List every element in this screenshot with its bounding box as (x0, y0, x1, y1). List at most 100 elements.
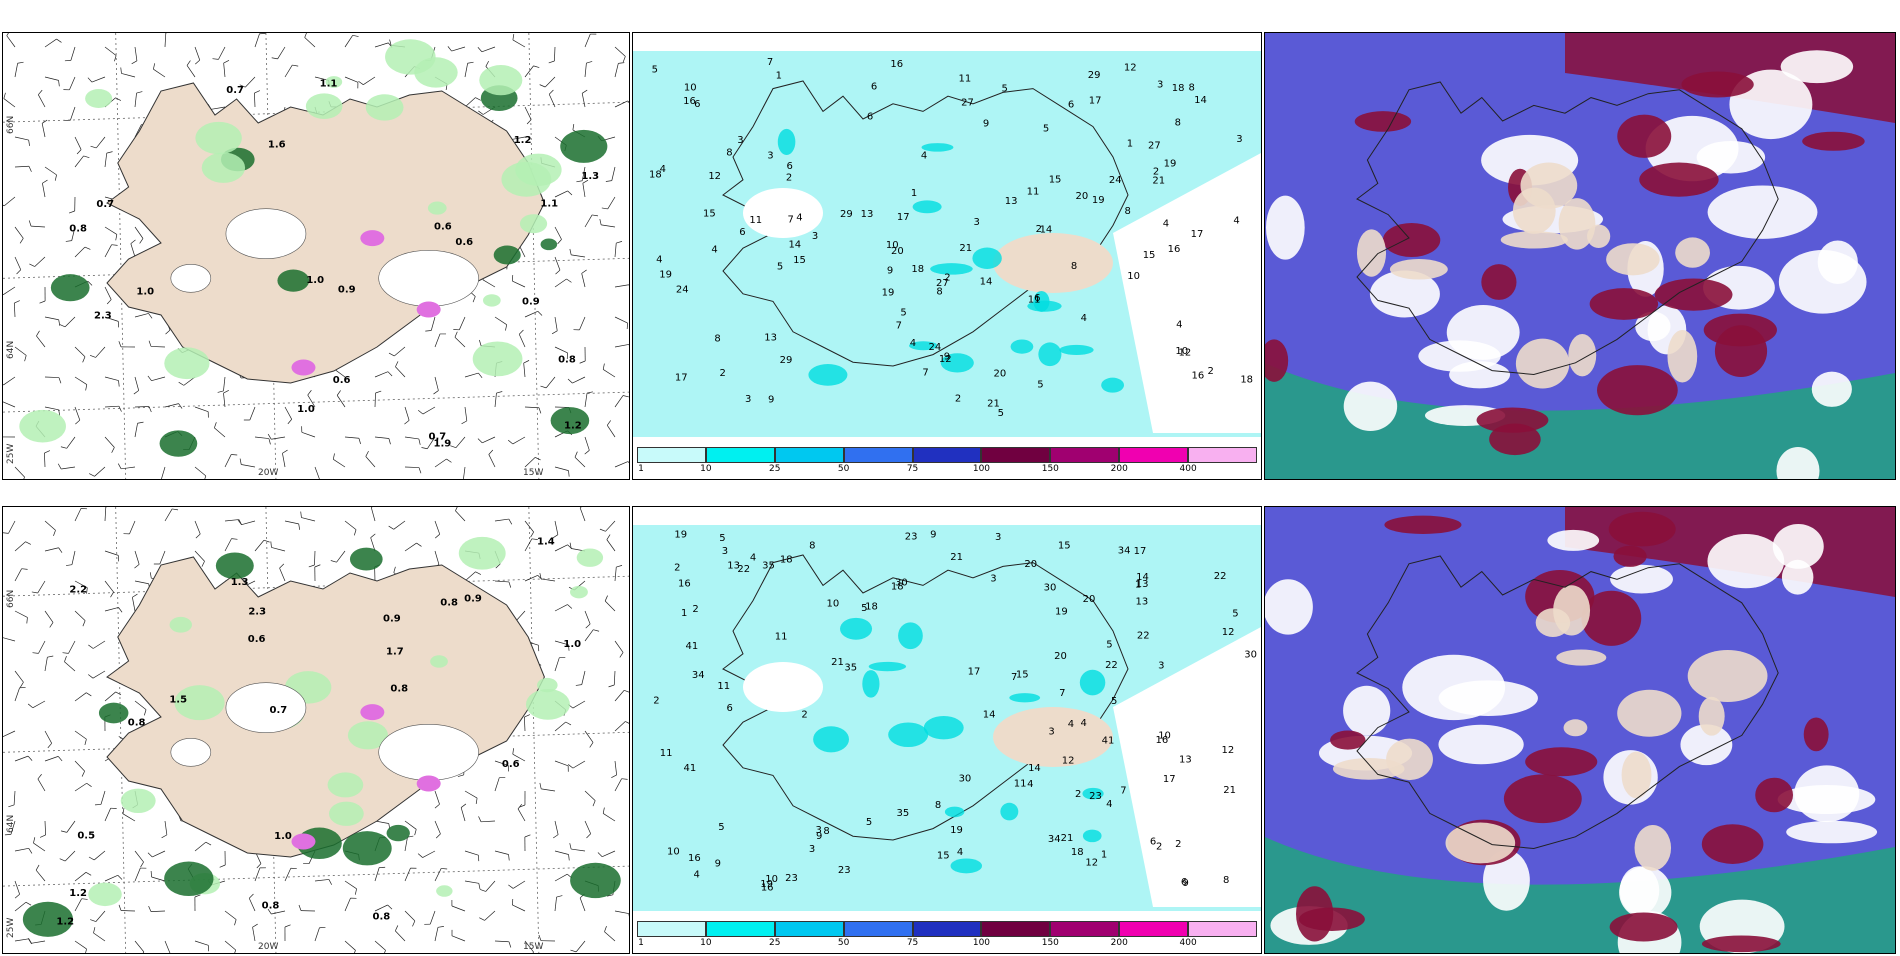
wind-barb (45, 611, 53, 627)
wind-barb (615, 285, 629, 290)
precip-value-label: 20 (1083, 594, 1096, 605)
wind-barb (105, 152, 113, 167)
wind-barb (395, 925, 405, 941)
precip-value-label: 5 (1111, 696, 1117, 707)
precip-value-label: 35 (896, 808, 909, 819)
colorbar-tick: 75 (907, 464, 918, 474)
wind-barb (15, 542, 31, 551)
precip-value-label: 4 (1233, 215, 1239, 226)
wind-barb (195, 842, 211, 851)
precip-value-label: 19 (1055, 607, 1068, 618)
colorbar-tick: 75 (907, 938, 918, 948)
wind-barb (479, 911, 495, 920)
wind-barb (555, 657, 565, 671)
precip-value-label: 8 (1071, 261, 1077, 272)
wind-barb (105, 287, 111, 304)
colorbar-swatch (1050, 921, 1119, 937)
wind-barb (615, 241, 622, 257)
precip-value-label: 8 (1125, 206, 1131, 217)
wind-barb (65, 47, 75, 61)
wind-value-label: 1.1 (540, 199, 558, 210)
wind-value-label: 1.2 (56, 917, 74, 928)
precip-value-label: 20 (1054, 651, 1067, 662)
wind-barb (465, 62, 474, 77)
precip-value-label: 2 (944, 273, 950, 284)
wind-barb (224, 60, 229, 77)
colorbar-swatch (913, 447, 982, 463)
wind-barb (615, 911, 629, 919)
wind-barb (568, 377, 585, 383)
precip-value-label: 12 (1085, 858, 1098, 869)
precip-value-label: 13 (1005, 196, 1018, 207)
wind-barb (508, 881, 525, 888)
precip-value-label: 16 (1156, 735, 1169, 746)
wind-barb (75, 941, 87, 953)
precip-value-label: 21 (1061, 833, 1074, 844)
wind-barb (15, 227, 23, 243)
precip-value-label: 2 (692, 604, 698, 615)
wind-barb (33, 837, 45, 851)
wind-barb (615, 344, 629, 349)
precip-value-label: 1 (911, 188, 917, 199)
precip-value-label: 4 (750, 552, 756, 563)
wind-barb (15, 347, 26, 361)
precip-value-label: 16 (890, 59, 903, 70)
wind-barb (615, 721, 629, 731)
wind-barb (576, 671, 585, 685)
wind-barb (512, 275, 525, 287)
wind-barb (4, 93, 15, 107)
wind-barb (105, 808, 117, 821)
precip-map: 4258369121516101419181171713202729212443… (633, 33, 1261, 479)
wind-barb (148, 376, 165, 381)
colorbar-swatch (775, 921, 844, 937)
precip-value-label: 4 (1080, 718, 1086, 729)
wind-value-label: 1.0 (136, 287, 154, 298)
precip-value-label: 6 (786, 161, 792, 172)
wind-barb (15, 756, 32, 761)
wind-barb (555, 761, 568, 772)
wind-barb (585, 61, 592, 77)
wind-barb (69, 197, 75, 213)
wind-barb (435, 334, 446, 347)
wind-barb (135, 313, 152, 318)
wind-barb (15, 848, 32, 853)
wind-barb (519, 330, 525, 347)
wind-barb (154, 551, 165, 564)
precip-value-label: 12 (1062, 755, 1075, 766)
precip-value-label: 21 (1152, 176, 1165, 187)
wind-barb (404, 407, 409, 424)
wind-barb (315, 467, 320, 479)
wind-barb (268, 434, 285, 439)
wind-barb (452, 930, 465, 941)
precip-value-label: 15 (1049, 175, 1062, 186)
wind-barb (345, 77, 358, 88)
wind-barb (131, 240, 136, 257)
precip-value-label: 13 (1179, 754, 1192, 765)
wind-barb (615, 565, 622, 581)
precip-value-label: 4 (957, 847, 963, 858)
cloud-map-panel: UWC/IG-IS IT: 18.06.2025 03Z VT: Fös. 20… (1264, 32, 1896, 480)
wind-barb (244, 407, 255, 420)
wind-barb (135, 422, 143, 437)
precip-value-label: 41 (684, 763, 697, 774)
wind-barb (15, 137, 30, 146)
wind-barb (615, 101, 629, 107)
wind-barb (14, 301, 19, 317)
precip-value-label: 3 (745, 394, 751, 405)
colorbar-swatch (706, 447, 775, 463)
wind-barb (337, 390, 345, 407)
wind-barb (64, 107, 75, 120)
wind-barb (555, 257, 560, 274)
wind-barb (448, 46, 465, 51)
wind-barb (433, 377, 438, 394)
precip-value-label: 21 (1223, 785, 1236, 796)
precip-value-label: 30 (959, 774, 972, 785)
precip-value-label: 23 (905, 531, 918, 542)
wind-barb (600, 219, 615, 227)
wind-barb (615, 462, 629, 467)
wind-barb (602, 197, 615, 209)
wind-barb (309, 551, 315, 567)
wind-barb (609, 671, 615, 687)
wind-barb (580, 347, 586, 363)
wind-value-label: 1.1 (320, 78, 338, 89)
